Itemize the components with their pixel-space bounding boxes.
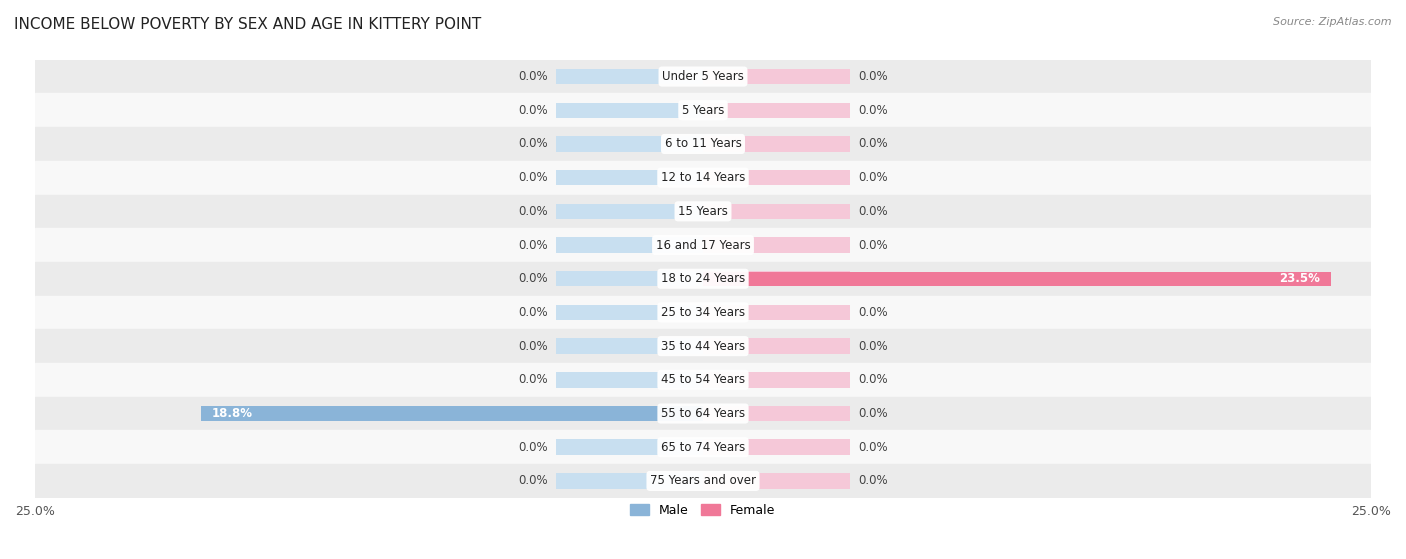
Bar: [35, 329, 1371, 363]
Bar: [555, 271, 703, 287]
Bar: [703, 338, 851, 354]
Text: 0.0%: 0.0%: [858, 70, 887, 83]
Text: 0.0%: 0.0%: [858, 440, 887, 454]
Text: 18 to 24 Years: 18 to 24 Years: [661, 272, 745, 285]
Text: 15 Years: 15 Years: [678, 205, 728, 218]
Bar: [703, 237, 851, 253]
Legend: Male, Female: Male, Female: [626, 499, 780, 522]
Bar: [35, 93, 1371, 127]
Text: 0.0%: 0.0%: [519, 272, 548, 285]
Text: 45 to 54 Years: 45 to 54 Years: [661, 373, 745, 386]
Text: 0.0%: 0.0%: [519, 340, 548, 353]
Bar: [555, 338, 703, 354]
Bar: [703, 406, 851, 421]
Text: 0.0%: 0.0%: [519, 138, 548, 150]
Bar: [555, 237, 703, 253]
Text: 0.0%: 0.0%: [519, 475, 548, 487]
Text: 5 Years: 5 Years: [682, 104, 724, 117]
Text: INCOME BELOW POVERTY BY SEX AND AGE IN KITTERY POINT: INCOME BELOW POVERTY BY SEX AND AGE IN K…: [14, 17, 481, 32]
Text: 0.0%: 0.0%: [519, 70, 548, 83]
Bar: [555, 439, 703, 455]
Text: 0.0%: 0.0%: [519, 440, 548, 454]
Bar: [555, 203, 703, 219]
Bar: [703, 372, 851, 387]
Bar: [35, 228, 1371, 262]
Bar: [555, 170, 703, 186]
Bar: [703, 203, 851, 219]
Text: 6 to 11 Years: 6 to 11 Years: [665, 138, 741, 150]
Bar: [35, 195, 1371, 228]
Bar: [703, 102, 851, 118]
Bar: [555, 69, 703, 84]
Text: 0.0%: 0.0%: [858, 239, 887, 252]
Text: 0.0%: 0.0%: [519, 104, 548, 117]
Text: 0.0%: 0.0%: [858, 306, 887, 319]
Text: 0.0%: 0.0%: [858, 340, 887, 353]
Text: 0.0%: 0.0%: [519, 239, 548, 252]
Bar: [35, 296, 1371, 329]
Bar: [35, 363, 1371, 397]
Text: 65 to 74 Years: 65 to 74 Years: [661, 440, 745, 454]
Text: 0.0%: 0.0%: [858, 475, 887, 487]
Bar: [555, 372, 703, 387]
Bar: [555, 406, 703, 421]
Bar: [35, 161, 1371, 195]
Text: 0.0%: 0.0%: [519, 171, 548, 184]
Text: 55 to 64 Years: 55 to 64 Years: [661, 407, 745, 420]
Text: 16 and 17 Years: 16 and 17 Years: [655, 239, 751, 252]
Bar: [35, 397, 1371, 430]
Bar: [703, 439, 851, 455]
Bar: [35, 430, 1371, 464]
Text: 0.0%: 0.0%: [519, 306, 548, 319]
Bar: [555, 473, 703, 489]
Bar: [35, 464, 1371, 498]
Bar: [703, 170, 851, 186]
Bar: [703, 305, 851, 320]
Bar: [35, 60, 1371, 93]
Bar: [703, 136, 851, 151]
Bar: [555, 136, 703, 151]
Text: 12 to 14 Years: 12 to 14 Years: [661, 171, 745, 184]
Text: Source: ZipAtlas.com: Source: ZipAtlas.com: [1274, 17, 1392, 27]
Text: 0.0%: 0.0%: [858, 171, 887, 184]
Text: 0.0%: 0.0%: [858, 104, 887, 117]
Text: 0.0%: 0.0%: [858, 138, 887, 150]
Text: 75 Years and over: 75 Years and over: [650, 475, 756, 487]
Text: 23.5%: 23.5%: [1279, 272, 1320, 285]
Bar: [555, 305, 703, 320]
Bar: [35, 262, 1371, 296]
Bar: [555, 102, 703, 118]
Bar: [703, 69, 851, 84]
Text: 0.0%: 0.0%: [519, 373, 548, 386]
Text: 0.0%: 0.0%: [858, 373, 887, 386]
Bar: [35, 127, 1371, 161]
Bar: [201, 406, 703, 420]
Text: 35 to 44 Years: 35 to 44 Years: [661, 340, 745, 353]
Text: 0.0%: 0.0%: [858, 407, 887, 420]
Bar: [703, 271, 851, 287]
Text: 0.0%: 0.0%: [858, 205, 887, 218]
Text: 18.8%: 18.8%: [211, 407, 252, 420]
Text: Under 5 Years: Under 5 Years: [662, 70, 744, 83]
Text: 0.0%: 0.0%: [519, 205, 548, 218]
Bar: [703, 272, 1331, 286]
Bar: [703, 473, 851, 489]
Text: 25 to 34 Years: 25 to 34 Years: [661, 306, 745, 319]
